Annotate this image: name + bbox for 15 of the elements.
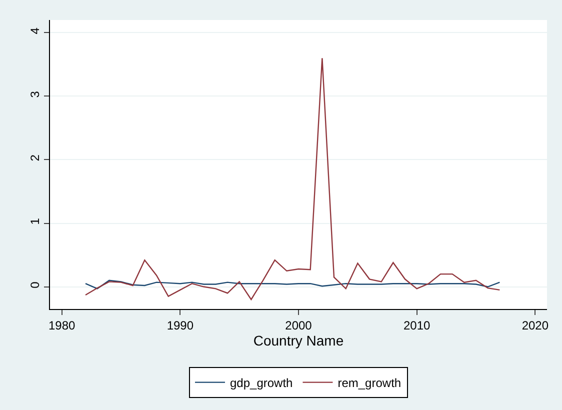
x-tick-label: 1980: [48, 318, 76, 332]
line-series: [84, 280, 500, 290]
y-tick-label: 1: [28, 218, 42, 225]
x-tick-label: 2020: [522, 318, 549, 332]
x-tick-label: 2000: [285, 318, 312, 332]
line-series: [84, 58, 500, 300]
x-tick-label: 1990: [166, 318, 194, 332]
y-tick-label: 4: [28, 27, 42, 34]
y-tick-label: 3: [28, 90, 42, 98]
y-tick-label: 0: [28, 281, 42, 288]
x-axis-title: Country Name: [253, 332, 344, 348]
y-tick-label: 2: [28, 154, 42, 162]
x-tick-label: 2010: [403, 318, 430, 332]
legend-label: rem_growth: [338, 376, 402, 390]
legend-label: gdp_growth: [230, 376, 293, 390]
